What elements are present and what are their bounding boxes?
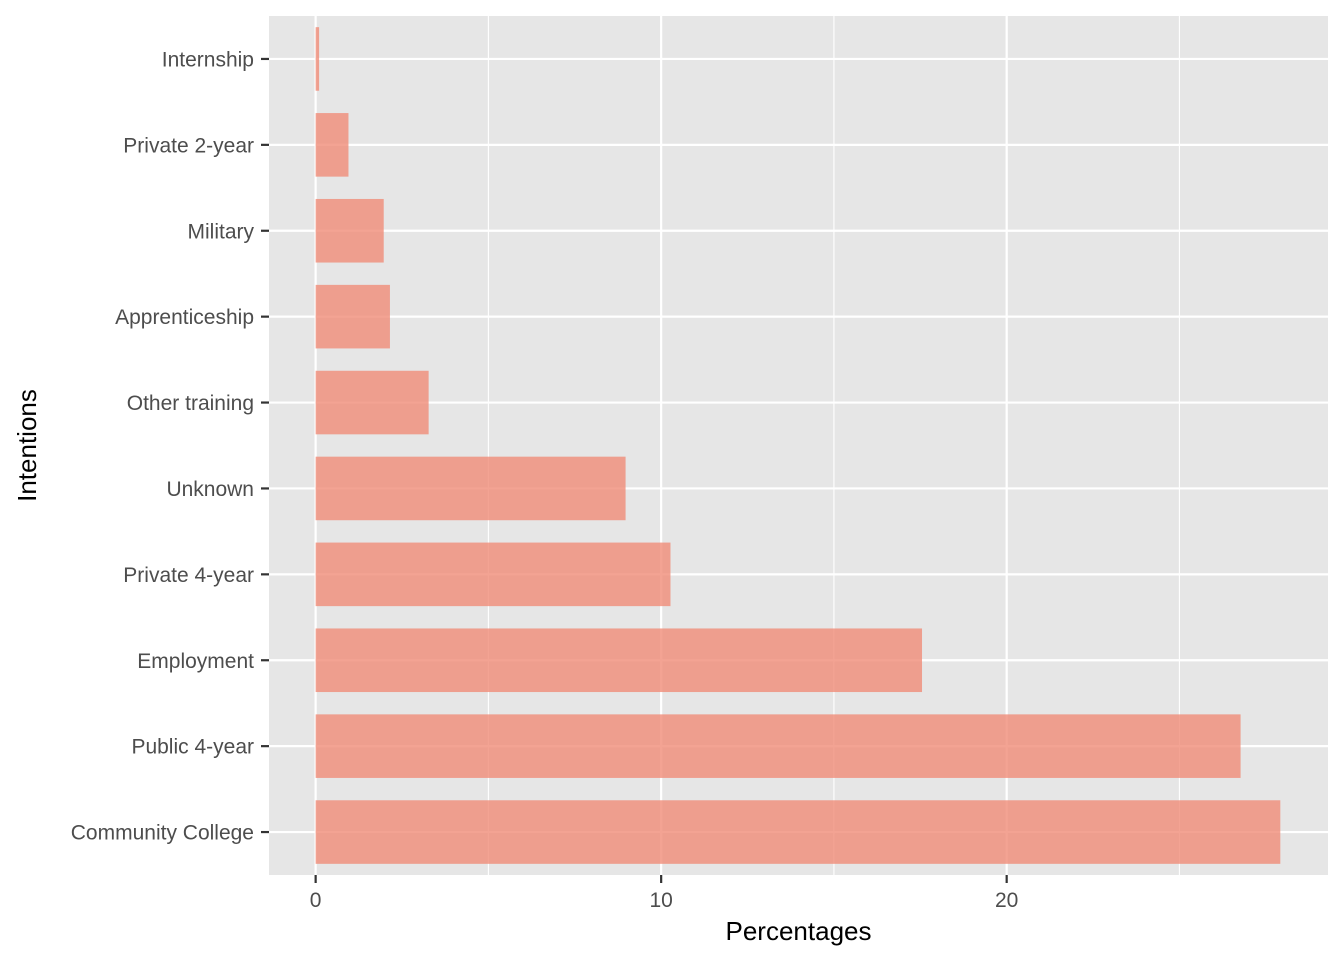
bar-community-college (315, 800, 1281, 864)
x-tick-label: 20 (995, 889, 1018, 912)
y-tick-label: Employment (137, 650, 254, 673)
y-tick-label: Apprenticeship (115, 306, 254, 329)
bar-private-4-year (315, 542, 671, 607)
x-axis-title: Percentages (726, 916, 872, 946)
y-tick-label: Unknown (166, 478, 254, 501)
y-tick-label: Other training (127, 392, 254, 415)
bars (315, 27, 1281, 864)
y-tick-label: Public 4-year (131, 736, 254, 759)
bar-public-4-year (315, 714, 1241, 778)
x-tick-label: 10 (649, 889, 672, 912)
y-tick-label: Community College (71, 822, 254, 845)
axes: Internship Private 2-year Military Apprenti… (71, 48, 1019, 912)
y-tick-label: Private 4-year (123, 564, 254, 587)
y-tick-label: Internship (162, 48, 254, 71)
y-tick-label: Military (188, 220, 255, 243)
y-axis-title: Intentions (12, 389, 42, 502)
bar-unknown (315, 456, 626, 521)
bar-other-training (315, 370, 429, 435)
bar-private-2-year (315, 113, 349, 177)
bar-military (315, 198, 384, 263)
bar-internship (315, 27, 320, 91)
bar-employment (315, 628, 923, 693)
x-tick-label: 0 (310, 889, 322, 912)
bar-apprenticeship (315, 284, 390, 349)
y-tick-label: Private 2-year (123, 134, 254, 157)
